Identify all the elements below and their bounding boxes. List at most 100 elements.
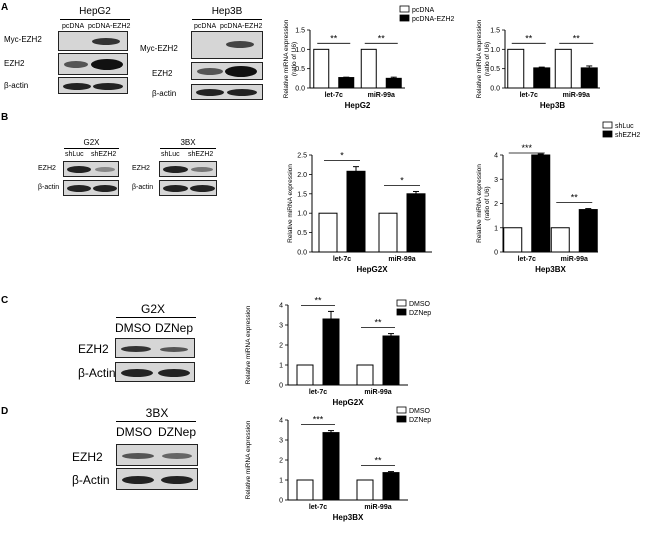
legend-swatch	[396, 415, 407, 423]
band	[121, 369, 153, 377]
x-tick-label: let-7c	[309, 504, 327, 511]
band	[191, 167, 213, 172]
lane-label: shEZH2	[91, 151, 117, 158]
blot-title-underline	[160, 148, 216, 149]
blot-strip	[191, 84, 263, 100]
bar	[296, 479, 314, 501]
western-blot-3bx-dznep-actin: β-Actin	[72, 466, 202, 496]
blot-strip	[58, 31, 128, 51]
band	[161, 476, 193, 484]
blot-row-label: Myc-EZH2	[4, 35, 42, 44]
significance-marker: **	[374, 318, 382, 328]
y-tick-label: 1	[279, 363, 283, 370]
blot-row-label: β-Actin	[78, 366, 116, 380]
lane-label: shLuc	[65, 151, 84, 158]
band	[64, 61, 88, 68]
significance-marker: **	[573, 33, 581, 43]
blot-strip	[159, 161, 217, 177]
band	[67, 185, 91, 192]
significance-marker: **	[525, 33, 533, 43]
bar	[360, 48, 377, 89]
blot-row-label: β-actin	[132, 184, 154, 191]
y-axis-label: Relative miRNA expression	[287, 164, 294, 243]
lane-label: DMSO	[115, 321, 151, 335]
band	[163, 185, 188, 192]
western-blot-g2x-dznep: G2X DMSO DZNep EZH2	[78, 302, 203, 367]
x-tick-label: miR-99a	[561, 256, 588, 263]
y-tick-label: 1.5	[297, 191, 307, 198]
y-tick-label: 0.0	[295, 86, 305, 93]
blot-strip	[58, 77, 128, 94]
significance-marker: *	[340, 151, 344, 161]
chart-title: Hep3BX	[535, 265, 566, 274]
y-tick-label: 1.5	[490, 28, 500, 35]
band	[91, 59, 123, 70]
bar	[550, 227, 570, 253]
x-tick-label: miR-99a	[364, 504, 391, 511]
y-tick-label: 1	[494, 225, 498, 232]
bar	[385, 77, 402, 89]
blot-row-label: β-Actin	[72, 473, 110, 487]
y-tick-label: 2.0	[297, 172, 307, 179]
chart-title: Hep3B	[540, 101, 566, 110]
blot-title-underline	[192, 19, 262, 20]
blot-row-label: β-actin	[4, 81, 29, 90]
blot-row-label: EZH2	[4, 59, 25, 68]
blot-strip	[115, 362, 195, 382]
lane-label: pcDNA	[62, 23, 85, 30]
western-blot-3bx-sh: 3BX shLuc shEZH2 EZH2 β-actin	[132, 138, 222, 198]
blot-title: 3BX	[180, 138, 196, 147]
y-tick-label: 0.5	[295, 66, 305, 73]
y-axis-label: Relative miRNA expression	[476, 164, 483, 243]
y-tick-label: 1	[279, 478, 283, 485]
band	[63, 83, 91, 90]
y-tick-label: 0.5	[490, 66, 500, 73]
band	[196, 89, 224, 96]
lane-label: pcDNA-EZH2	[220, 23, 263, 30]
blot-strip	[115, 338, 195, 358]
x-tick-label: let-7c	[518, 256, 536, 263]
blot-strip	[159, 180, 217, 196]
band	[121, 346, 151, 352]
y-tick-label: 2	[279, 343, 283, 350]
y-tick-label: 4	[279, 418, 283, 425]
blot-strip	[191, 62, 263, 80]
band	[93, 185, 117, 192]
y-axis-label: (ratio of U6)	[484, 42, 491, 76]
bar	[554, 48, 572, 89]
chart-svg: 0 1 2 3 4 Relative miRNA expression let-7c ** mi…	[245, 295, 431, 407]
bar-chart-hep3bx-dznep: 0 1 2 3 4 Relative miRNA expression let-7c *** m…	[240, 402, 470, 537]
bar	[503, 227, 523, 253]
blot-strip	[116, 468, 198, 490]
band	[162, 453, 192, 459]
y-tick-label: 0	[279, 383, 283, 390]
western-blot-hepg2: HepG2 pcDNA pcDNA-EZH2 Myc-EZH2 EZH2 β-a…	[4, 6, 134, 96]
bar	[313, 48, 330, 89]
band	[197, 68, 223, 75]
y-axis-label: Relative miRNA expression	[245, 420, 252, 499]
bar	[507, 48, 525, 89]
y-tick-label: 0	[494, 250, 498, 257]
bar	[580, 67, 598, 89]
band	[122, 476, 154, 484]
legend-label: shEZH2	[615, 132, 640, 139]
blot-strip	[58, 53, 128, 75]
lane-label: DZNep	[158, 425, 197, 439]
significance-marker: ***	[521, 143, 532, 153]
bar	[322, 318, 340, 386]
x-tick-label: let-7c	[333, 256, 351, 263]
blot-strip	[63, 161, 119, 177]
significance-marker: **	[314, 295, 322, 305]
significance-marker: **	[571, 193, 579, 203]
band	[158, 369, 190, 377]
bar	[356, 479, 374, 501]
y-tick-label: 2	[494, 201, 498, 208]
blot-row-label: EZH2	[132, 165, 150, 172]
significance-marker: *	[400, 175, 404, 185]
y-axis-label: Relative miRNA expression	[476, 19, 483, 98]
blot-strip	[63, 180, 119, 196]
lane-label: DZNep	[155, 321, 194, 335]
blot-title-underline	[116, 421, 196, 422]
legend-swatch	[396, 299, 407, 307]
